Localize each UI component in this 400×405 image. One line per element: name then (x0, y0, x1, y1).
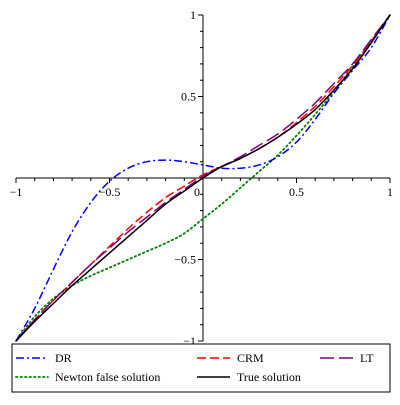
series-line-lt (15, 14, 391, 342)
series-line-true-solution (15, 14, 391, 342)
y-tick-label: 0.5 (181, 90, 196, 104)
legend-label: Newton false solution (55, 370, 160, 384)
series-line-newton-false-solution (15, 14, 391, 342)
legend-box (11, 343, 391, 393)
y-tick-label: −0.5 (174, 253, 196, 267)
x-tick-label: 0.5 (289, 185, 304, 199)
legend-label: DR (55, 351, 72, 365)
legend-label: True solution (237, 370, 301, 384)
series-line-crm (15, 14, 391, 342)
legend-label: LT (360, 351, 374, 365)
x-tick-label: −0.5 (99, 185, 121, 199)
series-line-dr (15, 14, 391, 342)
legend-label: CRM (237, 351, 264, 365)
x-tick-label: −1 (10, 185, 23, 199)
x-tick-label: 1 (387, 185, 393, 199)
y-tick-label: 1 (190, 8, 196, 22)
x-tick-label: 0 (194, 185, 200, 199)
axes: −1 −0.5 0 0.5 110.5−0.5−1 (10, 8, 393, 348)
plot-lines (15, 14, 391, 342)
legend: DR CRM LT Newton false solution True solutio… (11, 343, 391, 393)
